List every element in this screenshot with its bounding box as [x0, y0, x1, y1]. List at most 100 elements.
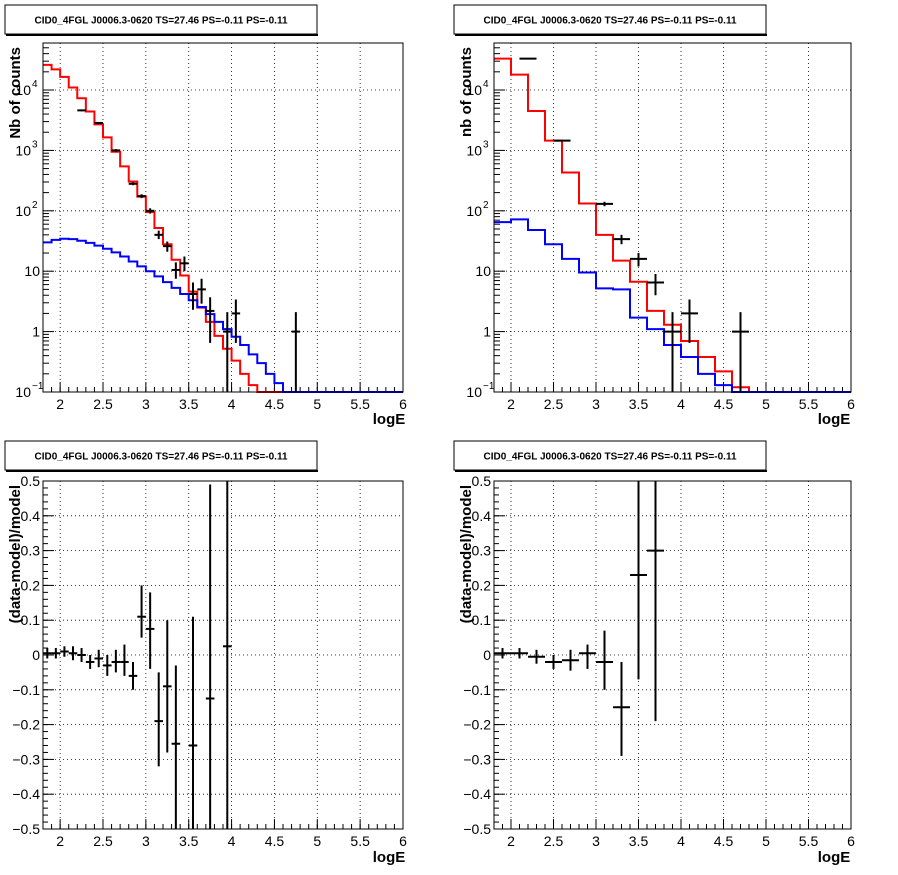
x-tick-label: 5 — [313, 396, 321, 412]
title-box-shadow — [6, 34, 318, 36]
data-point — [145, 208, 155, 214]
y-tick-label: 10 — [24, 263, 40, 279]
y-tick-exponent: 3 — [32, 139, 38, 150]
y-tick-label: 10 — [15, 384, 31, 400]
data-point — [613, 661, 630, 756]
panel-tl: CID0_4FGL J0006.3-0620 TS=27.46 PS=-0.11… — [4, 4, 407, 428]
data-point — [94, 121, 103, 124]
data-point — [596, 630, 613, 690]
data-point — [223, 481, 232, 829]
x-tick-label: 6 — [847, 833, 855, 849]
plot-title: CID0_4FGL J0006.3-0620 TS=27.46 PS=-0.11… — [483, 16, 736, 27]
x-tick-label: 2.5 — [93, 396, 113, 412]
data-point — [553, 139, 571, 142]
data-point — [188, 282, 198, 310]
x-tick-label: 4.5 — [265, 833, 285, 849]
y-tick-label: 0.3 — [472, 543, 492, 559]
y-tick-exponent: 2 — [32, 200, 38, 211]
data-point — [77, 109, 86, 112]
title-box-shadow — [455, 34, 767, 36]
title-box — [4, 440, 318, 471]
x-tick-label: 3 — [592, 396, 600, 412]
data-point — [171, 262, 181, 279]
x-tick-label: 2 — [507, 396, 515, 412]
y-tick-exponent: −1 — [32, 381, 44, 392]
data-point — [528, 649, 545, 664]
y-tick-label: 0.2 — [21, 577, 41, 593]
plot-frame — [493, 480, 852, 830]
data-point — [145, 592, 155, 669]
y-tick-label: 10 — [475, 263, 491, 279]
x-axis-label: logE — [818, 411, 851, 428]
data-point — [154, 230, 163, 240]
x-tick-label: 3.5 — [179, 396, 199, 412]
data-point — [732, 312, 749, 392]
data-point — [60, 646, 69, 657]
data-point — [77, 648, 86, 662]
data-point — [163, 241, 172, 252]
data-point — [562, 649, 579, 671]
data-point — [128, 661, 138, 690]
x-axis-label: logE — [373, 411, 406, 428]
y-tick-exponent: 2 — [483, 200, 489, 211]
x-axis-label: logE — [818, 849, 851, 866]
y-tick-label: −0.2 — [12, 717, 40, 733]
data-point — [154, 672, 163, 767]
data-point — [494, 648, 511, 659]
plot-title: CID0_4FGL J0006.3-0620 TS=27.46 PS=-0.11… — [483, 452, 736, 463]
x-tick-label: 3 — [592, 833, 600, 849]
title-box-shadow — [455, 470, 767, 472]
y-tick-label: 0.1 — [21, 612, 41, 628]
data-point — [579, 644, 596, 669]
data-point — [545, 655, 562, 669]
data-point — [111, 649, 121, 673]
x-tick-label: 3.5 — [629, 833, 649, 849]
x-tick-label: 4.5 — [714, 396, 734, 412]
title-box-shadow — [6, 470, 318, 472]
data-point — [664, 312, 681, 392]
x-tick-label: 2 — [507, 833, 515, 849]
y-tick-label: 0.5 — [21, 473, 41, 489]
x-tick-label: 5 — [313, 833, 321, 849]
y-tick-label: 10 — [466, 384, 482, 400]
data-point — [647, 481, 664, 722]
x-axis-label: logE — [373, 849, 406, 866]
x-tick-label: 5.5 — [799, 396, 819, 412]
x-tick-label: 5 — [762, 396, 770, 412]
data-point — [171, 665, 181, 829]
x-tick-label: 4 — [677, 833, 685, 849]
x-tick-label: 3 — [142, 396, 150, 412]
y-tick-label: −0.1 — [12, 682, 40, 698]
y-axis-label: (data-model)/model — [7, 485, 24, 623]
y-tick-label: 0.2 — [472, 577, 492, 593]
data-point — [43, 648, 52, 659]
x-tick-label: 2.5 — [544, 396, 564, 412]
data-point — [94, 649, 103, 668]
data-point — [681, 299, 698, 343]
y-tick-label: 10 — [15, 203, 31, 219]
y-tick-label: 0.1 — [472, 612, 492, 628]
y-tick-label: −0.4 — [463, 786, 491, 802]
data-point — [511, 648, 528, 659]
y-tick-label: −0.4 — [12, 786, 40, 802]
y-axis-label: (data-model)/model — [458, 485, 475, 623]
data-point — [596, 201, 613, 207]
data-point — [103, 655, 112, 676]
data-point — [137, 194, 146, 199]
y-tick-label: 1 — [483, 324, 491, 340]
data-point — [647, 273, 664, 296]
y-tick-label: −0.5 — [12, 821, 40, 837]
y-tick-label: 0.5 — [472, 473, 492, 489]
y-axis-label: nb of counts — [458, 47, 475, 137]
data-point — [163, 620, 172, 753]
plot-title: CID0_4FGL J0006.3-0620 TS=27.46 PS=-0.11… — [34, 452, 287, 463]
x-tick-label: 6 — [847, 396, 855, 412]
data-point — [519, 57, 537, 60]
y-tick-label: 10 — [466, 82, 482, 98]
y-tick-label: 0 — [483, 647, 491, 663]
data-point — [137, 585, 146, 638]
y-tick-label: 0.4 — [21, 508, 41, 524]
y-tick-exponent: 4 — [483, 79, 489, 90]
panel-tr: CID0_4FGL J0006.3-0620 TS=27.46 PS=-0.11… — [453, 4, 855, 428]
